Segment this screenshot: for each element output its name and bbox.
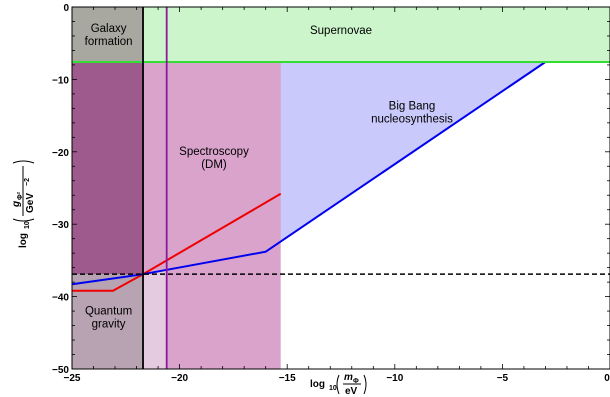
x-tick-label: −25: [64, 373, 81, 384]
x-tick-label: −10: [386, 373, 403, 384]
y-label-left-paren: [12, 218, 35, 222]
y-tick-label: −50: [52, 365, 69, 376]
y-label-den-sup: −2: [24, 178, 31, 186]
y-tick-label: −20: [52, 148, 69, 159]
x-label-right-paren: [363, 374, 367, 395]
y-axis-label: log 10 g Φ² GeV −2: [11, 160, 36, 248]
region-6: [143, 269, 167, 369]
x-axis-label: log 10 m Φ eV: [310, 372, 367, 397]
y-label-den: GeV: [25, 193, 36, 213]
y-label-log: log: [18, 233, 29, 248]
series-line-1: [71, 61, 546, 286]
x-label-log-sub: 10: [329, 385, 337, 392]
region-3: [72, 7, 143, 62]
region-label-3-0: Galaxy: [91, 23, 127, 35]
y-tick-label: −30: [52, 220, 69, 231]
x-tick-label: −20: [171, 373, 188, 384]
region-label-5-0: Quantum: [85, 305, 132, 317]
region-label-1-1: nucleosynthesis: [371, 114, 453, 126]
region-label-2-1: (DM): [201, 159, 227, 171]
x-label-num-sub: Φ: [353, 378, 359, 385]
y-tick-label: −10: [52, 75, 69, 86]
x-label-num-var: m: [344, 372, 353, 383]
y-label-log-sub: 10: [24, 221, 31, 229]
region-4: [72, 62, 143, 275]
x-tick-label: −5: [497, 373, 509, 384]
region-label-3-1: formation: [85, 36, 133, 48]
region-label-2-0: Spectroscopy: [179, 146, 249, 158]
x-label-left-paren: [336, 374, 340, 395]
frame-rect: [71, 6, 610, 370]
x-label-log: log: [310, 379, 325, 390]
region-0: [72, 7, 610, 62]
x-tick-label: 0: [604, 373, 610, 384]
region-5: [72, 274, 143, 369]
ticks: −25 −20 −15 −10 −5 00−10−20−30−40−50: [52, 3, 610, 384]
region-label-1-0: Big Bang: [389, 101, 436, 113]
series-line-0: [72, 192, 282, 292]
lines: [71, 7, 610, 369]
x-label-den: eV: [345, 386, 358, 397]
region-label-0-0: Supernovae: [310, 25, 372, 37]
regions: [72, 7, 610, 369]
x-tick-label: −15: [279, 373, 296, 384]
y-tick-label: −40: [52, 293, 69, 304]
plot-frame: [71, 6, 610, 370]
y-label-num-var: g: [11, 201, 22, 208]
y-tick-label: 0: [63, 3, 69, 14]
region-2: [143, 62, 281, 369]
y-label-right-paren: [12, 160, 35, 164]
region-label-5-1: gravity: [92, 318, 126, 330]
y-label-num-sub: Φ²: [17, 191, 24, 200]
